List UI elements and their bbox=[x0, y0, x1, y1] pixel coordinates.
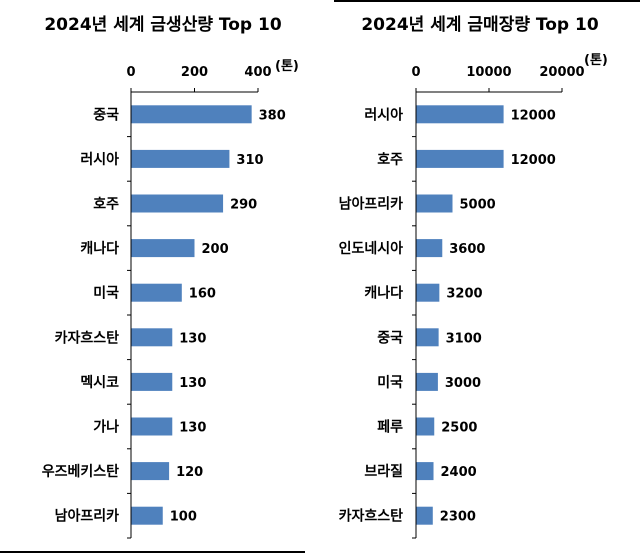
reserves-value-label: 12000 bbox=[511, 108, 556, 123]
reserves-chart-unit: (톤) bbox=[584, 53, 608, 68]
production-value-label: 200 bbox=[202, 242, 229, 257]
production-chart: 2024년 세계 금생산량 Top 10 (톤) 0 200 400 중국러시아호주… bbox=[42, 15, 299, 539]
production-bar bbox=[131, 417, 173, 436]
production-category-label: 남아프리카 bbox=[55, 508, 120, 525]
reserves-chart: 2024년 세계 금매장량 Top 10 (톤) 0 10000 20000 러시아… bbox=[339, 15, 608, 539]
production-tick-label: 200 bbox=[181, 65, 208, 80]
production-category-label: 우즈베키스탄 bbox=[42, 463, 119, 480]
reserves-category-label: 캐나다 bbox=[364, 286, 403, 302]
reserves-bar bbox=[416, 149, 504, 168]
reserves-bar bbox=[416, 506, 433, 525]
production-bars bbox=[131, 105, 252, 525]
production-category-label: 멕시코 bbox=[80, 374, 119, 391]
production-bar bbox=[131, 328, 173, 347]
reserves-category-label: 미국 bbox=[377, 375, 403, 391]
production-value-label: 380 bbox=[259, 108, 286, 123]
reserves-bar bbox=[416, 462, 434, 481]
reserves-category-label: 호주 bbox=[377, 152, 403, 168]
reserves-value-label: 3000 bbox=[445, 376, 481, 391]
reserves-chart-title: 2024년 세계 금매장량 Top 10 bbox=[361, 15, 598, 35]
reserves-value-label: 12000 bbox=[511, 153, 556, 168]
reserves-bar bbox=[416, 283, 440, 302]
production-category-label: 러시아 bbox=[80, 151, 119, 168]
reserves-bar bbox=[416, 372, 438, 391]
reserves-category-label: 카자흐스탄 bbox=[339, 508, 404, 525]
reserves-value-label: 3200 bbox=[446, 287, 482, 302]
production-value-label: 160 bbox=[189, 287, 216, 302]
reserves-tick-label: 10000 bbox=[466, 65, 511, 80]
production-bar bbox=[131, 194, 224, 213]
production-category-label: 캐나다 bbox=[80, 241, 119, 257]
reserves-x-axis-ticks: 0 10000 20000 bbox=[411, 65, 585, 92]
production-chart-title: 2024년 세계 금생산량 Top 10 bbox=[44, 15, 281, 35]
production-value-label: 130 bbox=[179, 421, 206, 436]
reserves-category-label: 남아프리카 bbox=[339, 196, 404, 213]
reserves-value-label: 5000 bbox=[460, 198, 496, 213]
reserves-value-label: 2500 bbox=[441, 421, 477, 436]
production-category-label: 카자흐스탄 bbox=[55, 329, 120, 346]
reserves-tick-label: 20000 bbox=[539, 65, 584, 80]
production-category-label: 미국 bbox=[93, 286, 119, 302]
reserves-category-label: 인도네시아 bbox=[339, 240, 404, 257]
reserves-bar bbox=[416, 328, 439, 347]
reserves-category-label: 페루 bbox=[377, 420, 403, 436]
reserves-value-label: 3600 bbox=[449, 242, 485, 257]
production-value-label: 130 bbox=[179, 376, 206, 391]
reserves-value-label: 3100 bbox=[446, 331, 482, 346]
production-bar bbox=[131, 506, 163, 525]
production-bar bbox=[131, 372, 173, 391]
production-x-axis-ticks: 0 200 400 bbox=[126, 65, 272, 92]
production-chart-unit: (톤) bbox=[275, 59, 299, 74]
production-value-label: 290 bbox=[230, 198, 257, 213]
production-tick-label: 0 bbox=[126, 65, 135, 80]
production-bar bbox=[131, 239, 195, 258]
production-bar bbox=[131, 105, 252, 124]
production-tick-label: 400 bbox=[244, 65, 271, 80]
reserves-category-label: 러시아 bbox=[364, 106, 403, 123]
reserves-bar bbox=[416, 105, 504, 124]
production-bar bbox=[131, 462, 170, 481]
production-category-label: 중국 bbox=[93, 107, 119, 123]
reserves-bar bbox=[416, 417, 435, 436]
reserves-value-label: 2400 bbox=[441, 465, 477, 480]
reserves-category-label: 중국 bbox=[377, 330, 403, 346]
reserves-tick-label: 0 bbox=[411, 65, 420, 80]
reserves-value-label: 2300 bbox=[440, 510, 476, 525]
production-bar bbox=[131, 149, 230, 168]
reserves-bar bbox=[416, 239, 443, 258]
reserves-category-label: 브라질 bbox=[364, 464, 403, 480]
production-category-label: 호주 bbox=[93, 197, 119, 213]
production-category-label: 가나 bbox=[93, 420, 119, 436]
production-value-label: 120 bbox=[176, 465, 203, 480]
production-value-label: 310 bbox=[236, 153, 263, 168]
production-value-label: 130 bbox=[179, 331, 206, 346]
production-bar bbox=[131, 283, 182, 302]
reserves-bars bbox=[416, 105, 504, 525]
reserves-value-labels: 12000 12000 5000 3600 3200 3100 3000 2500 2400 23… bbox=[440, 108, 556, 524]
reserves-bar bbox=[416, 194, 453, 213]
production-value-labels: 380 310 290 200 160 130 130 130 120 100 bbox=[170, 108, 286, 524]
production-value-label: 100 bbox=[170, 510, 197, 525]
